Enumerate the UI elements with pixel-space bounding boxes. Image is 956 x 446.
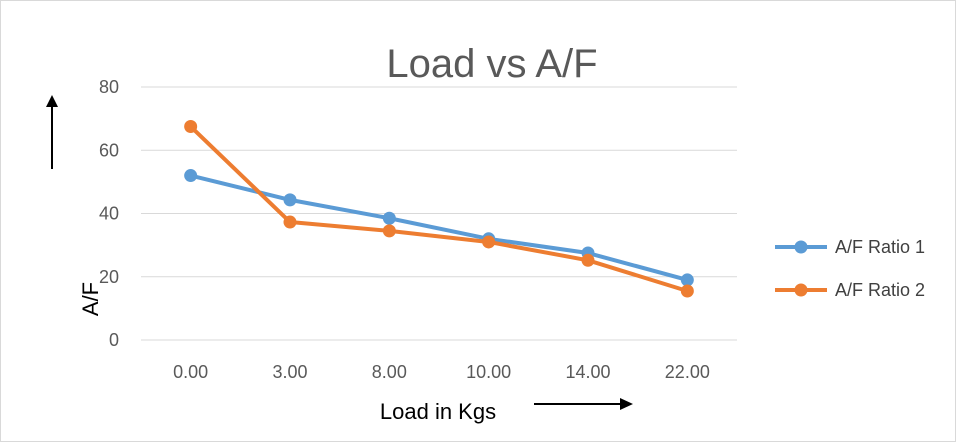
- series-line: [188, 173, 690, 282]
- y-tick-label: 80: [99, 77, 119, 97]
- data-point: [382, 211, 396, 225]
- y-axis-arrow-icon: [46, 95, 58, 169]
- series-1: [184, 169, 694, 287]
- legend-label: A/F Ratio 2: [835, 280, 925, 300]
- y-tick-label: 60: [99, 140, 119, 160]
- legend: A/F Ratio 1 A/F Ratio 2: [775, 237, 925, 300]
- legend-item: A/F Ratio 1: [775, 237, 925, 257]
- data-point: [680, 284, 694, 298]
- gridlines: [141, 86, 737, 341]
- x-tick-label: 10.00: [466, 362, 511, 382]
- series-2: [184, 120, 694, 298]
- data-point: [184, 120, 198, 134]
- legend-marker-icon: [794, 283, 808, 297]
- data-point: [482, 235, 496, 249]
- y-axis-ticks: 0 20 40 60 80: [99, 77, 119, 350]
- y-axis-title: A/F: [78, 282, 103, 316]
- x-tick-label: 0.00: [173, 362, 208, 382]
- data-point: [581, 253, 595, 267]
- x-tick-label: 14.00: [565, 362, 610, 382]
- series-layer: [184, 120, 694, 298]
- y-tick-label: 40: [99, 204, 119, 224]
- x-axis-title: Load in Kgs: [380, 399, 496, 424]
- x-axis-ticks: 0.00 3.00 8.00 10.00 14.00 22.00: [173, 362, 710, 382]
- data-point: [382, 224, 396, 238]
- data-point: [283, 215, 297, 229]
- x-tick-label: 8.00: [372, 362, 407, 382]
- chart-title: Load vs A/F: [386, 42, 597, 86]
- data-point: [680, 273, 694, 287]
- x-axis-arrow-icon: [534, 398, 633, 410]
- legend-label: A/F Ratio 1: [835, 237, 925, 257]
- x-tick-label: 3.00: [272, 362, 307, 382]
- legend-item: A/F Ratio 2: [775, 280, 925, 300]
- y-tick-label: 20: [99, 267, 119, 287]
- legend-marker-icon: [794, 240, 808, 254]
- data-point: [283, 193, 297, 207]
- y-tick-label: 0: [109, 330, 119, 350]
- data-point: [184, 169, 198, 183]
- series-line: [188, 124, 690, 293]
- x-tick-label: 22.00: [665, 362, 710, 382]
